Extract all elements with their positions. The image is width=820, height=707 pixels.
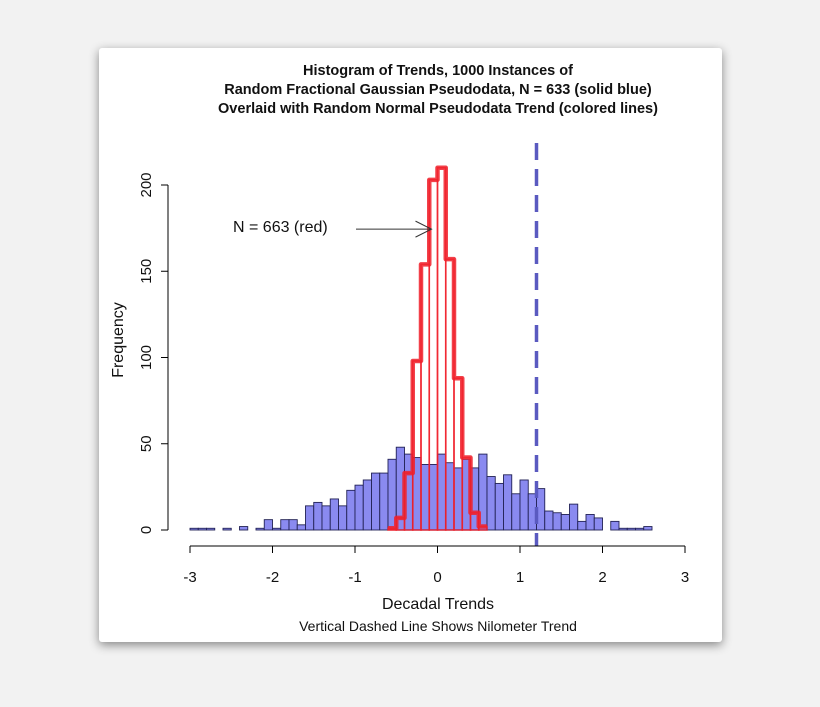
blue-bar [494,482,504,531]
blue-bar [503,474,513,531]
blue-bar [321,505,331,531]
blue-bar [610,520,620,531]
x-axis-label: Decadal Trends [382,596,494,613]
y-tick-label: 100 [138,345,155,370]
blue-bar [338,505,348,531]
blue-bar [577,520,587,531]
blue-bar [445,462,455,531]
x-tick-label: 0 [433,569,441,586]
blue-bar [585,514,595,531]
blue-bar [362,479,372,531]
y-axis-label: Frequency [110,302,127,378]
blue-bar [635,527,645,531]
blue-bar [305,505,315,531]
blue-bar [206,527,216,531]
y-tick-label: 200 [138,172,155,197]
blue-bar [486,476,496,531]
blue-bar [189,527,199,531]
annotation-arrow [356,220,433,238]
blue-bar [329,498,339,531]
blue-bar [428,464,438,531]
chart-title-line-2: Random Fractional Gaussian Pseudodata, N… [224,82,652,98]
blue-bar [197,527,207,531]
blue-bar [222,527,232,531]
x-tick-label: -3 [183,569,196,586]
blue-bar [255,527,265,531]
annotation-text: N = 663 (red) [233,219,328,236]
y-tick-label: 150 [138,259,155,284]
blue-bar [519,479,529,531]
blue-bar [453,467,463,531]
blue-bar [511,493,521,531]
blue-bar [569,503,579,531]
x-tick-label: -2 [266,569,279,586]
blue-bar [280,519,290,531]
x-tick-label: -1 [348,569,361,586]
y-tick-label: 50 [138,435,155,452]
x-tick-label: 1 [516,569,524,586]
blue-bar [263,519,273,531]
blue-bar [379,472,389,531]
blue-bar [354,484,364,531]
blue-bar [560,514,570,531]
chart-title-line-1: Histogram of Trends, 1000 Instances of [303,63,573,79]
blue-bar [296,524,306,531]
blue-bar [544,510,554,531]
blue-bar [272,527,282,531]
blue-bar [313,501,323,531]
blue-bar [437,453,447,531]
blue-bar [626,527,636,531]
chart-card [99,48,722,642]
blue-bar [371,472,381,531]
x-tick-label: 3 [681,569,689,586]
blue-bar [346,489,356,531]
y-tick-label: 0 [138,526,155,534]
blue-bar [593,517,603,531]
red-outline [388,165,487,531]
blue-bar [239,526,249,531]
blue-bar [420,464,430,531]
blue-bar [552,512,562,531]
chart-subtitle: Vertical Dashed Line Shows Nilometer Tre… [299,618,577,634]
x-tick-label: 2 [598,569,606,586]
chart-title-line-3: Overlaid with Random Normal Pseudodata T… [218,101,658,117]
blue-bar [643,526,653,531]
blue-bar [288,519,298,531]
blue-bar [618,527,628,531]
